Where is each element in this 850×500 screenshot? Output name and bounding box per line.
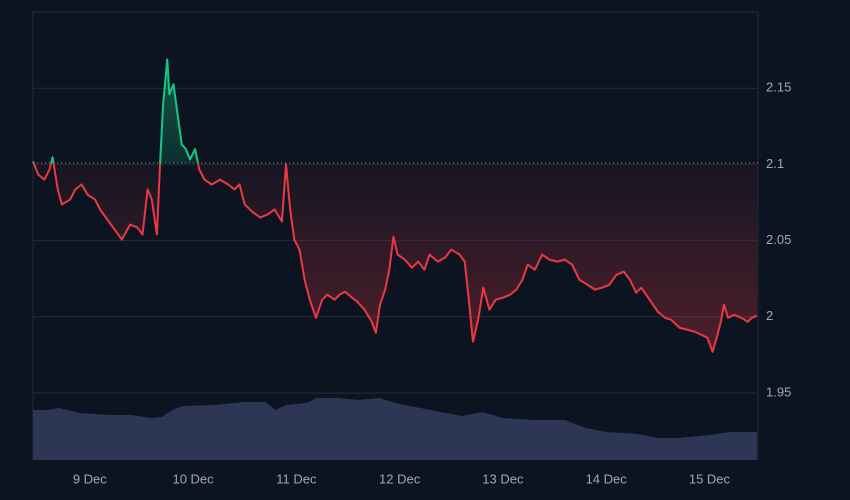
x-tick-label: 13 Dec	[482, 471, 524, 486]
volume-area	[33, 398, 757, 460]
x-tick-label: 15 Dec	[689, 471, 731, 486]
x-tick-label: 12 Dec	[379, 471, 421, 486]
y-tick-label: 2	[766, 308, 773, 323]
y-tick-label: 1.95	[766, 384, 791, 399]
price-area	[33, 59, 757, 352]
x-tick-label: 9 Dec	[73, 471, 107, 486]
x-tick-label: 10 Dec	[172, 471, 214, 486]
y-tick-label: 2.1	[766, 156, 784, 171]
price-line	[32, 58, 758, 353]
y-tick-label: 2.15	[766, 80, 791, 95]
x-tick-label: 11 Dec	[276, 471, 317, 486]
y-tick-label: 2.05	[766, 232, 791, 247]
x-tick-label: 14 Dec	[586, 471, 628, 486]
